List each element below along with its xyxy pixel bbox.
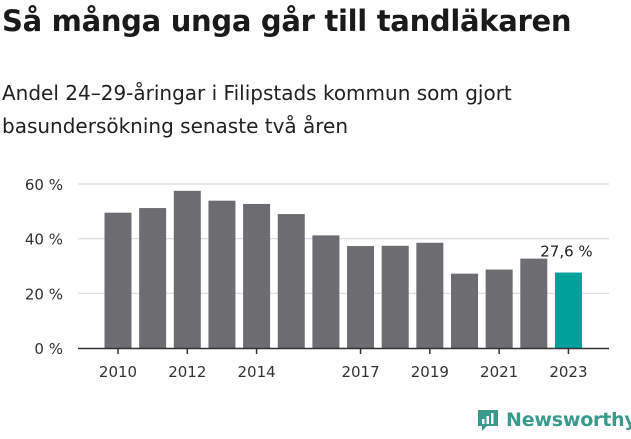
bar-highlighted: [554, 272, 582, 348]
bar: [416, 242, 444, 348]
bar: [139, 208, 167, 348]
bar: [104, 212, 132, 348]
bar: [243, 203, 271, 348]
bar: [520, 258, 548, 348]
x-tick-label: 2019: [411, 363, 449, 381]
bar: [312, 235, 340, 348]
bar: [451, 273, 478, 348]
bar: [208, 200, 236, 348]
y-tick-label: 0 %: [34, 340, 63, 358]
y-tick-label: 60 %: [25, 176, 63, 194]
x-tick-label: 2023: [549, 363, 587, 381]
bar: [173, 190, 201, 348]
y-tick-label: 20 %: [25, 285, 63, 303]
data-label-annotation: 27,6 %: [540, 243, 592, 261]
x-tick-label: 2021: [480, 363, 518, 381]
chart-subtitle: Andel 24–29-åringar i Filipstads kommun …: [2, 81, 512, 138]
bar-chart: 0 % 20 % 40 % 60 % 2010 2012 2014 2017 2019 2021 2…: [25, 176, 609, 381]
x-tick-label: 2010: [99, 363, 137, 381]
y-tick-label: 40 %: [25, 231, 63, 249]
chart-title: Så många unga går till tandläkaren: [2, 4, 572, 38]
x-tick-label: 2017: [341, 363, 379, 381]
newsworthy-logo-icon: [478, 410, 498, 431]
brand-logo: Newsworthy: [476, 408, 631, 432]
x-tick-label: 2012: [168, 363, 206, 381]
bar: [485, 269, 513, 348]
bar: [347, 246, 375, 348]
bar: [381, 245, 409, 348]
brand-name: Newsworthy: [506, 409, 631, 431]
x-tick-label: 2014: [238, 363, 276, 381]
bar: [277, 214, 305, 348]
